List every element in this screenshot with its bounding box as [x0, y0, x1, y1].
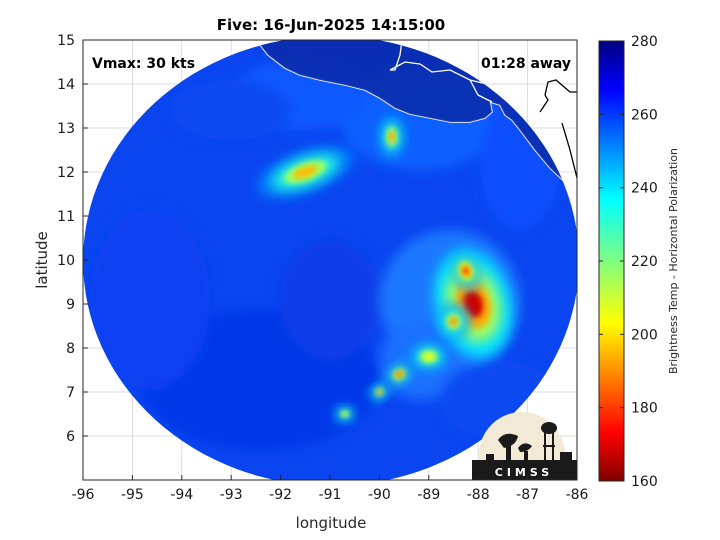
y-tick-label: 10	[57, 253, 75, 269]
swath-layer	[83, 40, 577, 480]
x-tick-label: -89	[417, 487, 440, 503]
feature-cold-cell-90	[370, 383, 389, 401]
x-axis-label: longitude	[296, 514, 367, 532]
colorbar-ticks: 160 180 200 220 240 260 280	[599, 34, 658, 490]
feature-level	[293, 165, 318, 179]
x-tick-label: -95	[121, 487, 144, 503]
feature-cold-band-88-9.8	[451, 251, 481, 291]
cimss-logo: CIMSS	[472, 412, 577, 480]
colorbar-tick-label: 180	[631, 401, 658, 417]
y-axis-label: latitude	[33, 231, 51, 289]
colorbar-tick-label: 200	[631, 327, 658, 343]
y-tick-label: 6	[66, 429, 75, 445]
logo-text: CIMSS	[495, 466, 553, 479]
feature-cold-band-88-8.6	[437, 303, 470, 340]
y-tick-label: 9	[66, 297, 75, 313]
feature-level	[388, 131, 395, 143]
feature-cell-89.8	[379, 114, 404, 159]
colorbar-label: Brightness Temp - Horizontal Polarizatio…	[667, 148, 680, 374]
y-tick-label: 14	[57, 77, 75, 93]
colorbar-tick-label: 160	[631, 474, 658, 490]
coastline-outside	[544, 79, 577, 96]
y-tick-label: 13	[57, 121, 75, 137]
feature-level	[462, 266, 470, 276]
x-tick-label: -94	[170, 487, 193, 503]
feature-level	[423, 353, 434, 361]
chart-title: Five: 16-Jun-2025 14:15:00	[217, 16, 445, 34]
x-tick-label: -92	[269, 487, 292, 503]
feature-cell-90.7	[334, 406, 355, 422]
vmax-annotation: Vmax: 30 kts	[92, 56, 195, 72]
colorbar-tick-label: 220	[631, 254, 658, 270]
time-away-annotation: 01:28 away	[481, 56, 571, 72]
x-tick-label: -88	[467, 487, 490, 503]
feature-level	[449, 317, 458, 327]
x-tick-label: -96	[72, 487, 95, 503]
feature-level	[395, 371, 403, 378]
feature-level	[342, 412, 348, 416]
features	[257, 114, 513, 422]
y-tick-label: 12	[57, 165, 75, 181]
y-tick-label: 11	[57, 209, 75, 225]
colorbar-tick-label: 260	[631, 107, 658, 123]
x-axis: -96 -95 -94 -93 -92 -91 -90 -89 -88 -87 -86	[72, 475, 589, 503]
x-tick-label: -86	[566, 487, 589, 503]
x-tick-label: -91	[319, 487, 342, 503]
x-tick-label: -90	[368, 487, 391, 503]
colorbar-tick-label: 240	[631, 181, 658, 197]
feature-level	[377, 389, 382, 395]
feature-cell-89	[408, 342, 449, 371]
feature-cell-91.5	[257, 146, 353, 198]
swath-texture	[90, 60, 560, 450]
y-tick-label: 15	[57, 33, 75, 49]
y-tick-label: 7	[66, 385, 75, 401]
feature-level	[463, 290, 484, 318]
feature-cold-cell-89.6	[386, 362, 412, 386]
logo-banner	[472, 460, 577, 480]
colorbar-tick-label: 280	[631, 34, 658, 50]
x-tick-label: -93	[220, 487, 243, 503]
y-axis: 6 7 8 9 10 11 12 13 14 15	[57, 33, 88, 445]
y-tick-label: 8	[66, 341, 75, 357]
x-tick-label: -87	[516, 487, 539, 503]
